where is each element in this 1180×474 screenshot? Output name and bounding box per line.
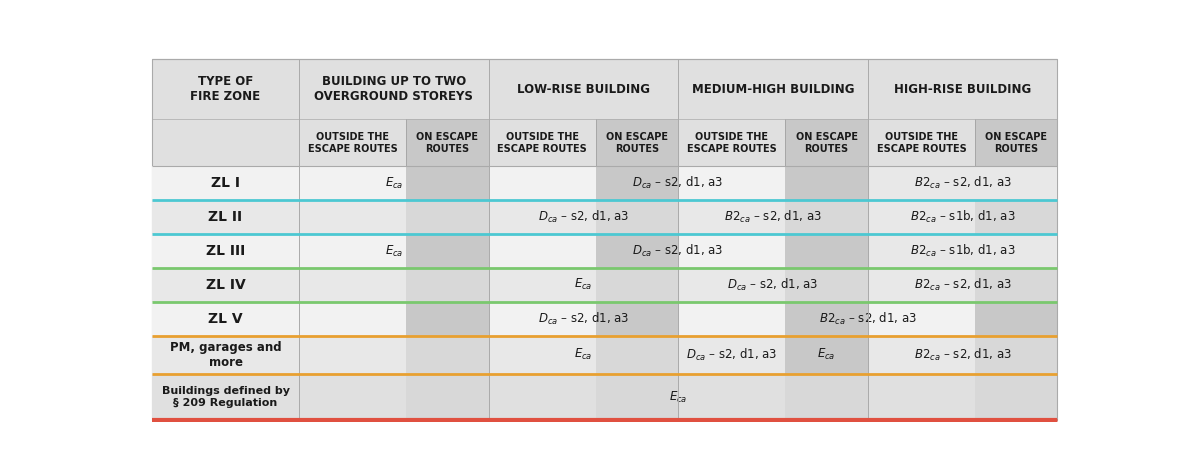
Bar	[786, 336, 867, 374]
Bar	[975, 166, 1057, 200]
Bar	[152, 374, 1057, 420]
Bar	[152, 268, 299, 302]
Text: $B2_{ca}$ – s1b, d1, a3: $B2_{ca}$ – s1b, d1, a3	[910, 209, 1015, 225]
Text: $E_{ca}$: $E_{ca}$	[575, 277, 592, 292]
Text: $D_{ca}$ – s2, d1, a3: $D_{ca}$ – s2, d1, a3	[538, 209, 629, 225]
Bar	[406, 234, 489, 268]
Bar	[596, 200, 678, 234]
Text: $E_{ca}$: $E_{ca}$	[385, 244, 404, 258]
Bar	[406, 166, 489, 200]
Text: $B2_{ca}$ – s2, d1, a3: $B2_{ca}$ – s2, d1, a3	[725, 209, 822, 225]
Bar	[867, 234, 1057, 268]
Text: $B2_{ca}$ – s1b, d1, a3: $B2_{ca}$ – s1b, d1, a3	[910, 243, 1015, 259]
Bar	[152, 166, 1057, 200]
Text: $E_{ca}$: $E_{ca}$	[669, 390, 688, 405]
Text: ON ESCAPE
ROUTES: ON ESCAPE ROUTES	[607, 132, 668, 154]
Bar	[299, 119, 406, 166]
Bar	[152, 302, 299, 336]
Text: BUILDING UP TO TWO
OVERGROUND STOREYS: BUILDING UP TO TWO OVERGROUND STOREYS	[314, 75, 473, 103]
Bar	[786, 119, 867, 166]
Bar	[786, 336, 867, 374]
Text: $D_{ca}$ – s2, d1, a3: $D_{ca}$ – s2, d1, a3	[727, 277, 819, 293]
Bar	[406, 200, 489, 234]
Bar	[975, 336, 1057, 374]
Text: $D_{ca}$ – s2, d1, a3: $D_{ca}$ – s2, d1, a3	[538, 310, 629, 327]
Bar	[406, 374, 489, 420]
Bar	[152, 234, 1057, 268]
Bar	[406, 119, 489, 166]
Text: $E_{ca}$: $E_{ca}$	[575, 347, 592, 363]
Bar	[152, 302, 1057, 336]
Text: ON ESCAPE
ROUTES: ON ESCAPE ROUTES	[417, 132, 478, 154]
Text: $D_{ca}$ – s2, d1, a3: $D_{ca}$ – s2, d1, a3	[686, 347, 778, 363]
Bar	[786, 302, 867, 336]
Text: OUTSIDE THE
ESCAPE ROUTES: OUTSIDE THE ESCAPE ROUTES	[877, 132, 966, 154]
Bar	[152, 268, 1057, 302]
Bar	[152, 119, 299, 166]
Bar	[152, 374, 299, 420]
Bar	[975, 302, 1057, 336]
Text: OUTSIDE THE
ESCAPE ROUTES: OUTSIDE THE ESCAPE ROUTES	[687, 132, 776, 154]
Bar	[596, 119, 678, 166]
Bar	[786, 374, 867, 420]
Text: ZL I: ZL I	[211, 176, 240, 190]
Text: $E_{ca}$: $E_{ca}$	[385, 176, 404, 191]
Bar	[406, 302, 489, 336]
Text: Buildings defined by
§ 209 Regulation: Buildings defined by § 209 Regulation	[162, 386, 289, 408]
Text: ZL III: ZL III	[205, 244, 245, 258]
Bar	[152, 336, 299, 374]
Text: $B2_{ca}$ – s2, d1, a3: $B2_{ca}$ – s2, d1, a3	[819, 310, 917, 327]
Bar	[596, 234, 678, 268]
Text: TYPE OF
FIRE ZONE: TYPE OF FIRE ZONE	[190, 75, 261, 103]
Bar	[596, 268, 678, 302]
Bar	[596, 166, 678, 200]
Text: MEDIUM-HIGH BUILDING: MEDIUM-HIGH BUILDING	[691, 82, 854, 96]
Bar	[975, 119, 1057, 166]
Bar	[406, 268, 489, 302]
Bar	[975, 374, 1057, 420]
Text: ON ESCAPE
ROUTES: ON ESCAPE ROUTES	[795, 132, 858, 154]
Text: $B2_{ca}$ – s2, d1, a3: $B2_{ca}$ – s2, d1, a3	[913, 347, 1011, 363]
Bar	[596, 302, 678, 336]
Text: ZL II: ZL II	[209, 210, 243, 224]
Bar	[975, 200, 1057, 234]
Text: $B2_{ca}$ – s2, d1, a3: $B2_{ca}$ – s2, d1, a3	[913, 277, 1011, 293]
Bar	[975, 234, 1057, 268]
Bar	[786, 200, 867, 234]
Bar	[786, 268, 867, 302]
Bar	[596, 374, 678, 420]
Bar	[152, 166, 299, 200]
Text: $B2_{ca}$ – s2, d1, a3: $B2_{ca}$ – s2, d1, a3	[913, 175, 1011, 191]
Bar	[152, 200, 299, 234]
Text: $D_{ca}$ – s2, d1, a3: $D_{ca}$ – s2, d1, a3	[632, 175, 725, 191]
Bar	[596, 336, 678, 374]
Text: OUTSIDE THE
ESCAPE ROUTES: OUTSIDE THE ESCAPE ROUTES	[497, 132, 588, 154]
Bar	[867, 166, 1057, 200]
Bar	[786, 166, 867, 200]
Bar	[867, 119, 975, 166]
Bar	[152, 200, 1057, 234]
Text: ON ESCAPE
ROUTES: ON ESCAPE ROUTES	[985, 132, 1047, 154]
Bar	[678, 119, 786, 166]
Bar	[152, 336, 1057, 374]
Bar	[975, 268, 1057, 302]
Bar	[152, 234, 299, 268]
Text: ZL IV: ZL IV	[205, 278, 245, 292]
Text: ZL V: ZL V	[208, 312, 243, 326]
Text: PM, garages and
more: PM, garages and more	[170, 341, 281, 369]
Bar	[152, 59, 1057, 119]
Bar	[406, 336, 489, 374]
Bar	[489, 119, 596, 166]
Text: $D_{ca}$ – s2, d1, a3: $D_{ca}$ – s2, d1, a3	[632, 243, 725, 259]
Bar	[786, 234, 867, 268]
Text: LOW-RISE BUILDING: LOW-RISE BUILDING	[517, 82, 650, 96]
Text: OUTSIDE THE
ESCAPE ROUTES: OUTSIDE THE ESCAPE ROUTES	[308, 132, 398, 154]
Text: HIGH-RISE BUILDING: HIGH-RISE BUILDING	[894, 82, 1031, 96]
Text: $E_{ca}$: $E_{ca}$	[818, 347, 835, 363]
